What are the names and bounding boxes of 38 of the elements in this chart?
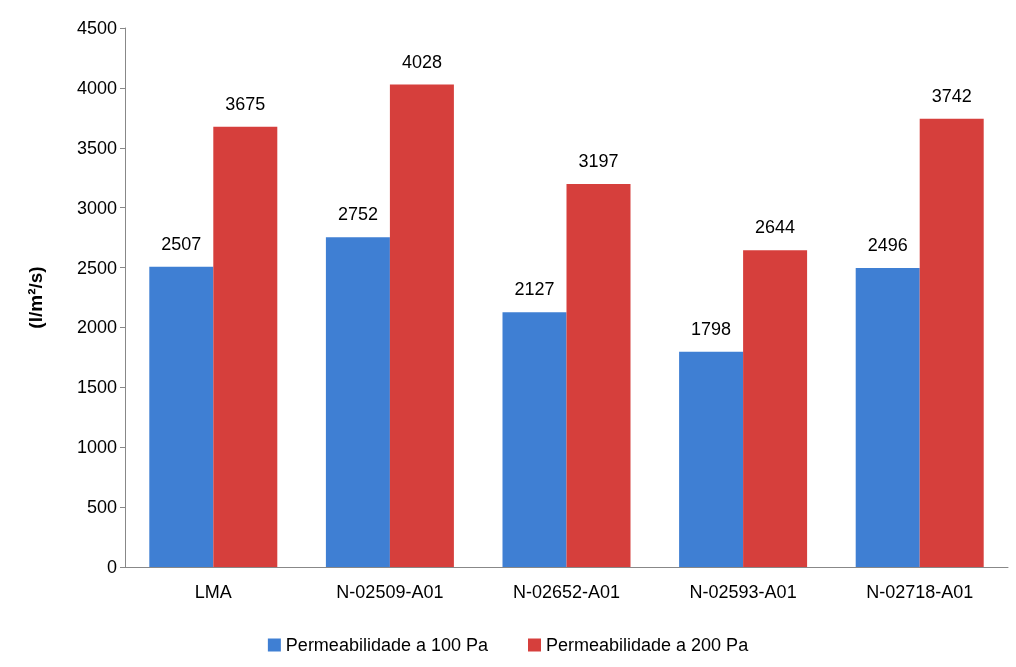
data-label: 4028 (401, 51, 442, 72)
y-tick-label: 500 (86, 497, 117, 518)
x-tick-label: N-02718-A01 (866, 582, 974, 602)
y-tick-label: 3000 (76, 197, 117, 218)
y-tick-label: 1500 (76, 377, 117, 398)
y-tick-label: 3500 (76, 137, 117, 158)
x-tick-label: N-02509-A01 (336, 582, 444, 602)
bar (919, 118, 984, 567)
bar (502, 312, 567, 567)
x-tick-label: N-02652-A01 (512, 582, 621, 602)
data-label: 3742 (931, 85, 972, 106)
data-label: 2507 (161, 233, 202, 254)
y-tick-label: 0 (106, 557, 117, 577)
data-label: 2644 (755, 217, 796, 238)
bar (389, 84, 454, 567)
bar (566, 184, 631, 567)
bar (679, 351, 744, 567)
y-tick-label: 4000 (76, 77, 117, 98)
data-label: 1798 (691, 318, 732, 339)
bar (743, 250, 808, 567)
x-tick-label: N-02593-A01 (689, 582, 797, 602)
y-tick-label: 4500 (76, 18, 117, 38)
legend-label: Permeabilidade a 100 Pa (285, 635, 489, 655)
y-axis-title: (l/m²/s) (25, 266, 46, 329)
data-label: 3197 (578, 151, 619, 172)
data-label: 3675 (225, 93, 266, 114)
legend-label: Permeabilidade a 200 Pa (546, 635, 750, 655)
bar (149, 266, 214, 567)
data-label: 2127 (514, 279, 555, 300)
data-label: 2496 (867, 235, 908, 256)
y-tick-label: 1000 (76, 437, 117, 458)
bar (855, 268, 920, 567)
y-tick-label: 2500 (76, 257, 117, 278)
bar (213, 126, 278, 567)
x-tick-label: LMA (194, 582, 232, 602)
bar (325, 237, 390, 567)
y-tick-label: 2000 (76, 317, 117, 338)
data-label: 2752 (337, 204, 378, 225)
